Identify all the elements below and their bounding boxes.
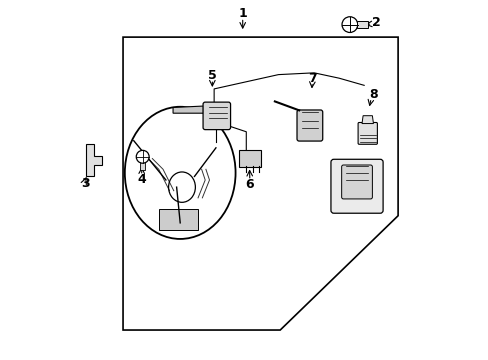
- FancyBboxPatch shape: [357, 122, 377, 144]
- FancyBboxPatch shape: [330, 159, 382, 213]
- Text: 1: 1: [238, 8, 246, 21]
- Circle shape: [341, 17, 357, 32]
- Circle shape: [136, 150, 149, 163]
- Polygon shape: [361, 116, 373, 123]
- Text: 6: 6: [245, 178, 254, 191]
- FancyBboxPatch shape: [296, 110, 322, 141]
- FancyBboxPatch shape: [238, 150, 260, 167]
- Text: 3: 3: [81, 177, 89, 190]
- Text: 5: 5: [207, 69, 216, 82]
- Polygon shape: [159, 208, 198, 230]
- Text: 2: 2: [371, 16, 380, 29]
- FancyBboxPatch shape: [140, 162, 145, 170]
- Text: 8: 8: [369, 88, 377, 101]
- FancyBboxPatch shape: [356, 21, 367, 28]
- Polygon shape: [85, 144, 102, 176]
- Text: 4: 4: [137, 173, 146, 186]
- FancyBboxPatch shape: [341, 165, 372, 199]
- FancyBboxPatch shape: [203, 102, 230, 130]
- Polygon shape: [173, 106, 203, 113]
- Text: 7: 7: [307, 72, 316, 85]
